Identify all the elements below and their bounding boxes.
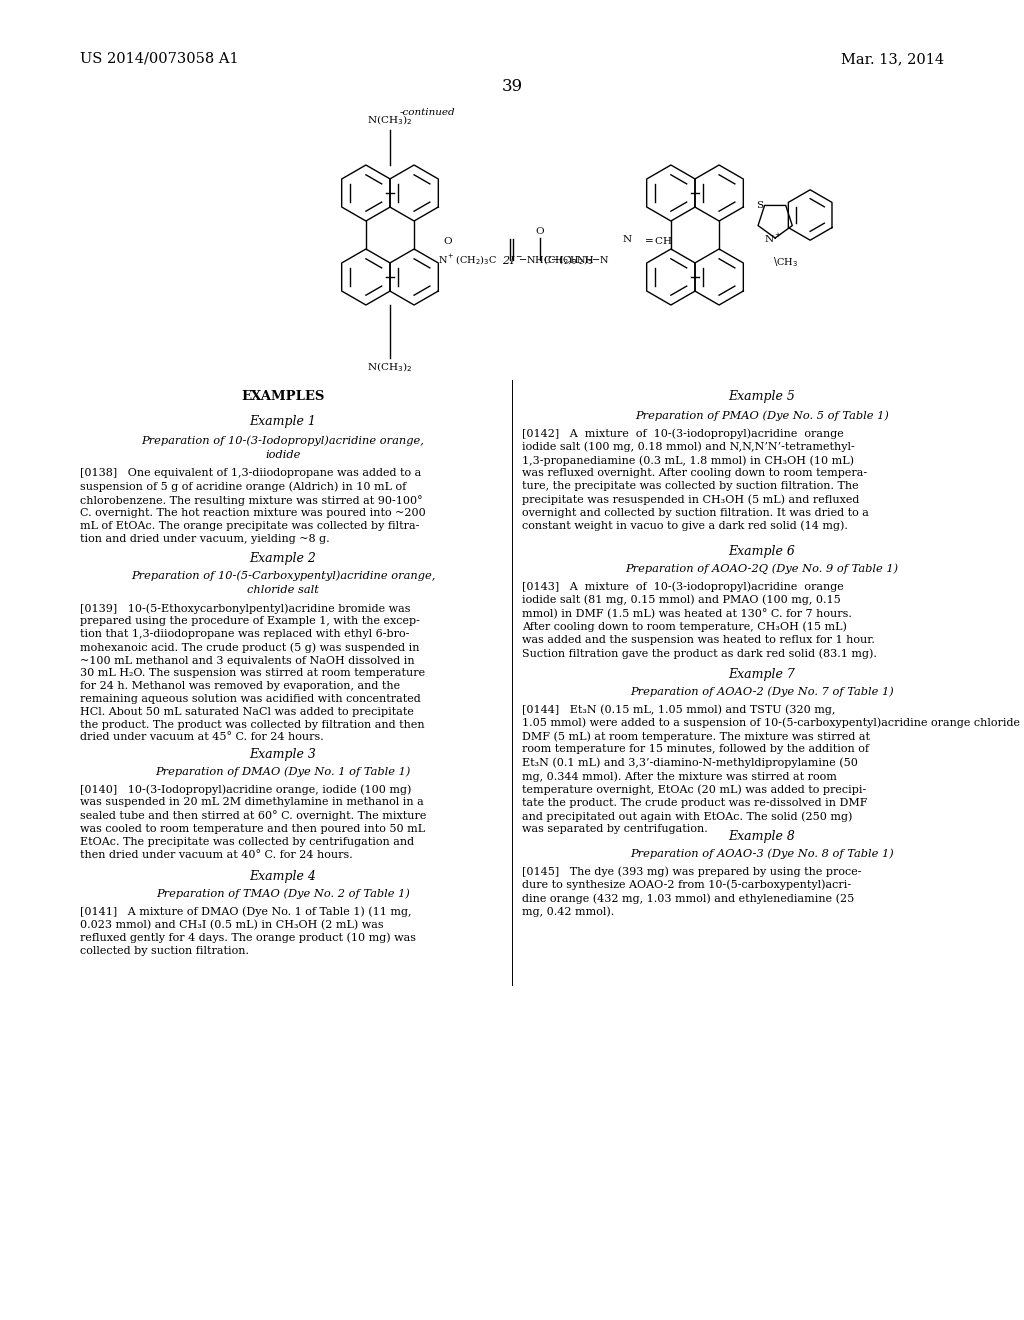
Text: S: S (757, 202, 764, 210)
Text: $=$CH: $=$CH (642, 235, 673, 246)
Text: [0141]   A mixture of DMAO (Dye No. 1 of Table 1) (11 mg,
0.023 mmol) and CH₃I (: [0141] A mixture of DMAO (Dye No. 1 of T… (80, 906, 416, 956)
Text: Example 8: Example 8 (728, 830, 796, 843)
Text: Example 1: Example 1 (250, 414, 316, 428)
Text: [0144]   Et₃N (0.15 mL, 1.05 mmol) and TSTU (320 mg,
1.05 mmol) were added to a : [0144] Et₃N (0.15 mL, 1.05 mmol) and TST… (522, 704, 1024, 834)
Text: N: N (623, 235, 632, 244)
Text: -continued: -continued (400, 108, 456, 117)
Text: Example 5: Example 5 (728, 389, 796, 403)
Text: Example 4: Example 4 (250, 870, 316, 883)
Text: Preparation of 10-(3-Iodopropyl)acridine orange,: Preparation of 10-(3-Iodopropyl)acridine… (141, 436, 424, 446)
Text: $\backslash$CH$_3$: $\backslash$CH$_3$ (772, 255, 798, 269)
Text: Example 3: Example 3 (250, 748, 316, 762)
Text: [0139]   10-(5-Ethoxycarbonylpentyl)acridine bromide was
prepared using the proc: [0139] 10-(5-Ethoxycarbonylpentyl)acridi… (80, 603, 425, 742)
Text: N(CH$_3$)$_2$: N(CH$_3$)$_2$ (368, 360, 413, 374)
Text: Example 2: Example 2 (250, 552, 316, 565)
Text: [0145]   The dye (393 mg) was prepared by using the proce-
dure to synthesize AO: [0145] The dye (393 mg) was prepared by … (522, 866, 861, 917)
Text: [0143]   A  mixture  of  10-(3-iodopropyl)acridine  orange
iodide salt (81 mg, 0: [0143] A mixture of 10-(3-iodopropyl)acr… (522, 581, 877, 659)
Text: N(CH$_3$)$_2$: N(CH$_3$)$_2$ (368, 114, 413, 127)
Text: Example 6: Example 6 (728, 545, 796, 558)
Text: iodide: iodide (265, 450, 301, 459)
Text: Preparation of 10-(5-Carboxypentyl)acridine orange,: Preparation of 10-(5-Carboxypentyl)acrid… (131, 570, 435, 581)
Text: EXAMPLES: EXAMPLES (242, 389, 325, 403)
Text: Mar. 13, 2014: Mar. 13, 2014 (841, 51, 944, 66)
Text: US 2014/0073058 A1: US 2014/0073058 A1 (80, 51, 239, 66)
Text: N$^+$: N$^+$ (764, 231, 782, 244)
Text: Preparation of DMAO (Dye No. 1 of Table 1): Preparation of DMAO (Dye No. 1 of Table … (156, 766, 411, 776)
Text: Example 7: Example 7 (728, 668, 796, 681)
Text: Preparation of TMAO (Dye No. 2 of Table 1): Preparation of TMAO (Dye No. 2 of Table … (156, 888, 410, 899)
Text: N$^+$(CH$_2$)$_3$C: N$^+$(CH$_2$)$_3$C (438, 252, 498, 268)
Text: chloride salt: chloride salt (247, 585, 318, 595)
Text: Preparation of PMAO (Dye No. 5 of Table 1): Preparation of PMAO (Dye No. 5 of Table … (635, 411, 889, 421)
Text: [0140]   10-(3-Iodopropyl)acridine orange, iodide (100 mg)
was suspended in 20 m: [0140] 10-(3-Iodopropyl)acridine orange,… (80, 784, 426, 859)
Text: Preparation of AOAO-3 (Dye No. 8 of Table 1): Preparation of AOAO-3 (Dye No. 8 of Tabl… (630, 847, 894, 858)
Text: O: O (536, 227, 545, 236)
Text: Preparation of AOAO-2 (Dye No. 7 of Table 1): Preparation of AOAO-2 (Dye No. 7 of Tabl… (630, 686, 894, 697)
Text: [0138]   One equivalent of 1,3-diiodopropane was added to a
suspension of 5 g of: [0138] One equivalent of 1,3-diiodopropa… (80, 469, 426, 544)
Text: $-$NH(CH$_2$)$_9$NH: $-$NH(CH$_2$)$_9$NH (518, 253, 595, 267)
Text: [0142]   A  mixture  of  10-(3-iodopropyl)acridine  orange
iodide salt (100 mg, : [0142] A mixture of 10-(3-iodopropyl)acr… (522, 428, 869, 531)
Text: C$-$(CH$_2$)$_5$$-$N: C$-$(CH$_2$)$_5$$-$N (543, 253, 610, 267)
Text: 39: 39 (502, 78, 522, 95)
Text: 2I$^-$: 2I$^-$ (502, 253, 522, 267)
Text: Preparation of AOAO-2Q (Dye No. 9 of Table 1): Preparation of AOAO-2Q (Dye No. 9 of Tab… (626, 564, 899, 574)
Text: O: O (443, 238, 452, 246)
